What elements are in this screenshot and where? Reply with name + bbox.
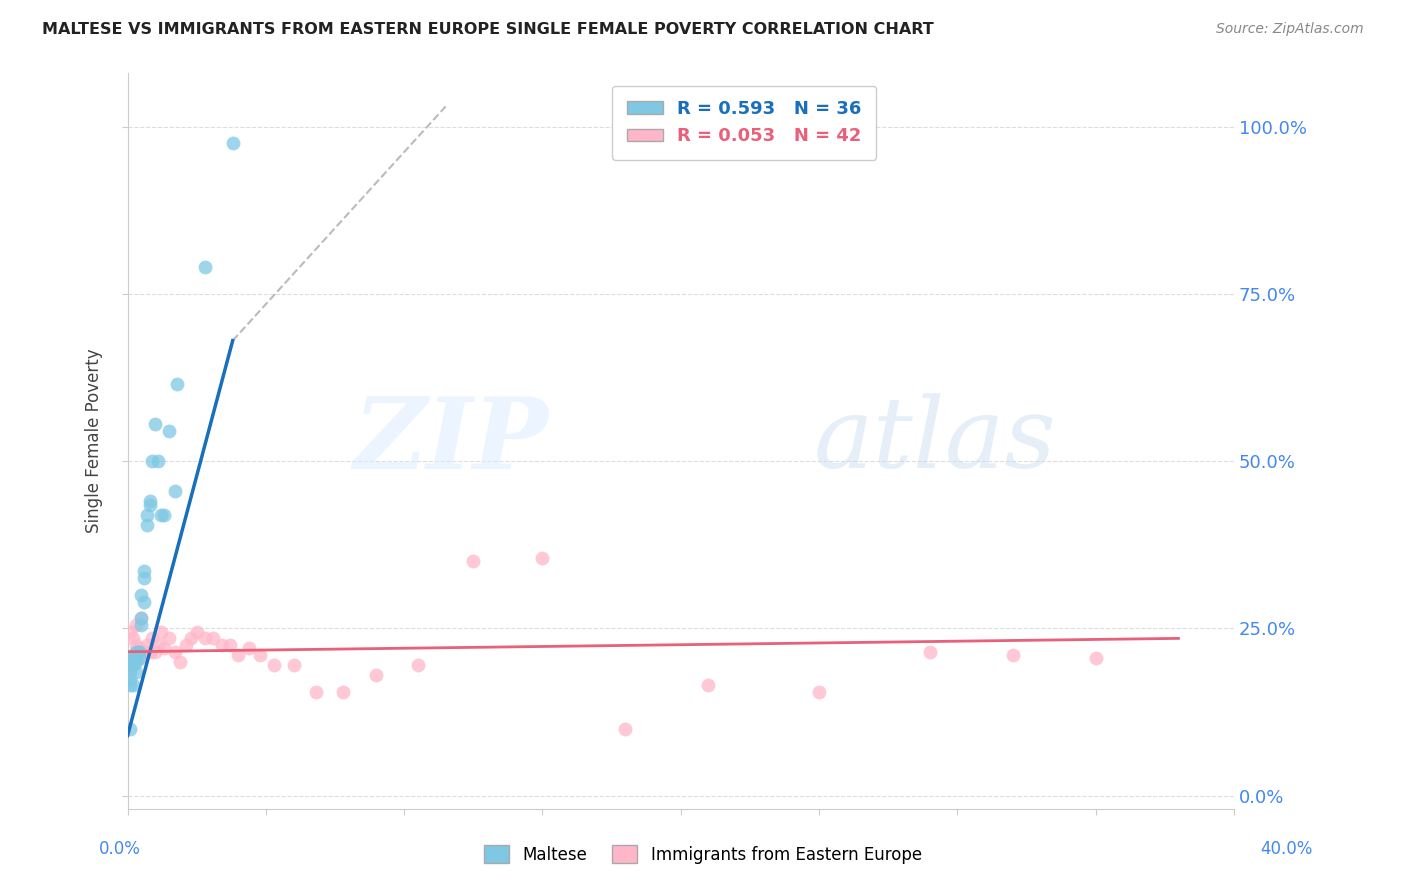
Point (152, 508, 174, 522)
Point (169, 655, 191, 669)
Point (120, 678, 142, 692)
Point (122, 658, 145, 673)
Point (186, 624, 208, 639)
Point (134, 571, 156, 585)
Point (128, 651, 150, 665)
Point (122, 648, 145, 662)
Point (152, 641, 174, 656)
Point (146, 454, 169, 468)
Point (125, 618, 148, 632)
Point (166, 377, 188, 392)
Point (149, 624, 172, 639)
Point (221, 136, 243, 151)
Point (163, 484, 186, 499)
Point (122, 632, 145, 646)
Point (283, 658, 305, 673)
Point (614, 722, 637, 736)
Point (131, 611, 153, 625)
Point (136, 638, 159, 652)
Point (120, 722, 142, 736)
Point (143, 417, 166, 432)
Point (131, 618, 153, 632)
Point (366, 668, 388, 682)
Point (120, 624, 142, 639)
Point (305, 685, 328, 699)
Point (138, 494, 160, 508)
Point (406, 658, 429, 673)
Point (136, 517, 159, 532)
Point (202, 632, 225, 646)
Point (125, 638, 148, 652)
Point (194, 260, 217, 274)
Legend: Maltese, Immigrants from Eastern Europe: Maltese, Immigrants from Eastern Europe (478, 838, 928, 871)
Point (125, 651, 148, 665)
Point (697, 678, 720, 692)
Point (136, 508, 159, 522)
Point (194, 632, 217, 646)
Point (180, 632, 202, 646)
Point (263, 658, 285, 673)
Point (174, 638, 197, 652)
Point (128, 645, 150, 659)
Point (131, 611, 153, 625)
Text: atlas: atlas (814, 393, 1056, 489)
Point (157, 632, 180, 646)
Text: 0.0%: 0.0% (98, 840, 141, 858)
Point (120, 665, 142, 679)
Point (149, 508, 172, 522)
Point (211, 638, 233, 652)
Text: Source: ZipAtlas.com: Source: ZipAtlas.com (1216, 22, 1364, 37)
Point (143, 645, 166, 659)
Point (163, 645, 186, 659)
Point (128, 641, 150, 656)
Point (128, 645, 150, 659)
Point (332, 685, 354, 699)
Point (134, 594, 156, 608)
Point (141, 632, 163, 646)
Point (1001, 648, 1024, 662)
Point (138, 645, 160, 659)
Point (226, 648, 249, 662)
Point (807, 685, 830, 699)
Point (122, 678, 145, 692)
Point (120, 658, 142, 673)
Point (134, 645, 156, 659)
Point (463, 554, 485, 568)
Point (125, 665, 148, 679)
Text: MALTESE VS IMMIGRANTS FROM EASTERN EUROPE SINGLE FEMALE POVERTY CORRELATION CHAR: MALTESE VS IMMIGRANTS FROM EASTERN EUROP… (42, 22, 934, 37)
Y-axis label: Single Female Poverty: Single Female Poverty (86, 349, 103, 533)
Point (138, 498, 160, 512)
Point (219, 638, 242, 652)
Text: ZIP: ZIP (353, 392, 548, 489)
Point (141, 454, 163, 468)
Point (157, 424, 180, 438)
Point (249, 648, 271, 662)
Text: 40.0%: 40.0% (1260, 840, 1313, 858)
Point (134, 565, 156, 579)
Point (125, 655, 148, 669)
Point (1084, 651, 1107, 665)
Point (531, 551, 554, 566)
Point (146, 638, 169, 652)
Legend: R = 0.593   N = 36, R = 0.053   N = 42: R = 0.593 N = 36, R = 0.053 N = 42 (613, 86, 876, 160)
Point (122, 651, 145, 665)
Point (125, 645, 148, 659)
Point (238, 641, 260, 656)
Point (131, 588, 153, 602)
Point (918, 645, 941, 659)
Point (120, 672, 142, 686)
Point (131, 651, 153, 665)
